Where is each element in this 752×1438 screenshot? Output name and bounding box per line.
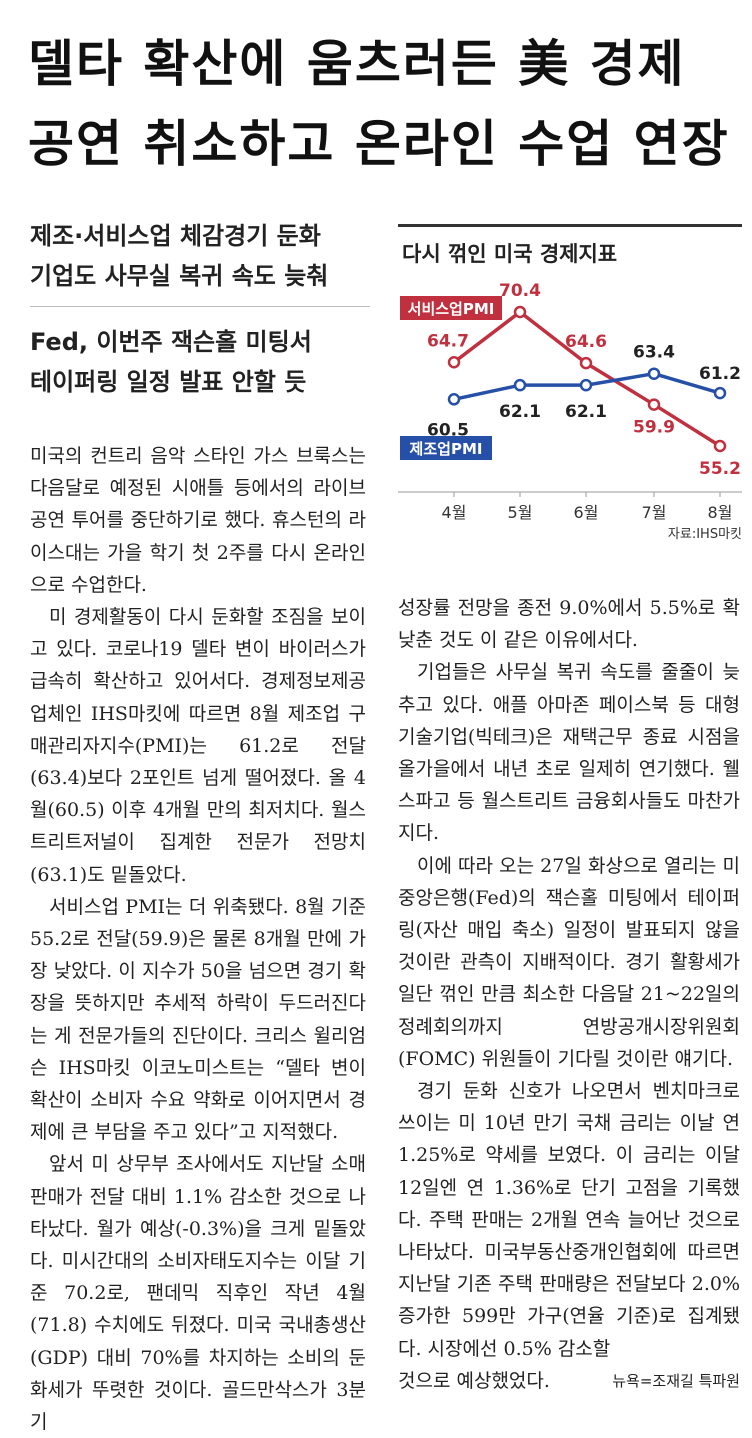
- data-point: [513, 305, 527, 319]
- paragraph: 성장률 전망을 종전 9.0%에서 5.5%로 확 낮춘 것도 이 같은 이유에…: [398, 597, 740, 652]
- subhead-1-line-2: 기업도 사무실 복귀 속도 늦춰: [30, 262, 329, 290]
- paragraph: 미 경제활동이 다시 둔화할 조짐을 보이고 있다. 코로나19 델타 변이 바…: [30, 606, 366, 886]
- subhead-2: Fed, 이번주 잭슨홀 미팅서 테이퍼링 일정 발표 안할 듯: [30, 322, 380, 402]
- paragraph: 기업들은 사무실 복귀 속도를 줄줄이 늦추고 있다. 애플 아마존 페이스북 …: [398, 661, 740, 845]
- chart-plot: 4월 5월 6월 7월 8월 64.7 70.4 64.6 59.9 55.2 60.5 62.1 62…: [398, 281, 742, 542]
- paragraph: 미국의 컨트리 음악 스타인 가스 브룩스는 다음달로 예정된 시애틀 등에서의…: [30, 445, 366, 596]
- data-label: 62.1: [565, 402, 607, 422]
- pmi-chart: 다시 꺾인 미국 경제지표 4월 5월 6월 7월 8월 64.7 70.4 64.6 59.9…: [398, 224, 742, 554]
- data-point: [713, 386, 727, 400]
- series-badge: [400, 296, 502, 320]
- data-label: 62.1: [499, 402, 541, 422]
- subhead-divider: [30, 306, 370, 307]
- headline-line-1: 델타 확산에 움츠러든 美 경제: [28, 35, 686, 93]
- series-badge-label: 제조업PMI: [410, 440, 483, 458]
- x-tick-label: 7월: [642, 503, 667, 522]
- subhead-2-line-1: Fed, 이번주 잭슨홀 미팅서: [30, 328, 312, 356]
- headline-line-2: 공연 취소하고 온라인 수업 연장: [28, 115, 730, 173]
- paragraph: 이에 따라 오는 27일 화상으로 열리는 미 중앙은행(Fed)의 잭슨홀 미…: [398, 854, 740, 1070]
- data-point: [513, 378, 527, 392]
- data-label: 61.2: [699, 364, 741, 384]
- headline: 델타 확산에 움츠러든 美 경제 공연 취소하고 온라인 수업 연장: [28, 24, 728, 184]
- data-point: [713, 439, 727, 453]
- data-label: 55.2: [699, 459, 741, 479]
- article-column-right: 성장률 전망을 종전 9.0%에서 5.5%로 확 낮춘 것도 이 같은 이유에…: [398, 592, 740, 1397]
- chart-source: 자료:IHS마킷: [668, 527, 742, 542]
- paragraph-end: 것으로 예상했었다.: [398, 1369, 550, 1392]
- x-tick-label: 4월: [442, 503, 467, 522]
- subhead-2-line-2: 테이퍼링 일정 발표 안할 듯: [30, 368, 307, 396]
- data-label: 59.9: [633, 418, 675, 438]
- data-point: [447, 356, 461, 369]
- chart-title: 다시 꺾인 미국 경제지표: [402, 242, 618, 266]
- data-label: 63.4: [633, 343, 675, 363]
- subhead-1-line-1: 제조·서비스업 체감경기 둔화: [30, 222, 321, 250]
- data-label: 64.6: [565, 332, 607, 352]
- x-tick-label: 8월: [708, 503, 733, 522]
- series-badge-label: 서비스업PMI: [408, 300, 495, 318]
- data-point: [579, 356, 593, 370]
- paragraph: 서비스업 PMI는 더 위축됐다. 8월 기준 55.2로 전달(59.9)은 …: [30, 895, 366, 1144]
- series-badge: [400, 436, 492, 460]
- chart-top-rule: [398, 224, 742, 227]
- data-label: 64.7: [427, 331, 469, 351]
- data-label: 60.5: [427, 420, 469, 440]
- closing-line: 것으로 예상했었다. 뉴욕=조재길 특파원: [398, 1365, 740, 1397]
- paragraph: 앞서 미 상무부 조사에서도 지난달 소매 판매가 전달 대비 1.1% 감소한…: [30, 1153, 366, 1434]
- data-point: [647, 367, 661, 380]
- x-tick-label: 5월: [508, 503, 533, 522]
- data-label: 70.4: [499, 281, 541, 301]
- x-tick-label: 6월: [574, 503, 599, 522]
- byline: 뉴욕=조재길 특파원: [612, 1371, 740, 1390]
- paragraph: 경기 둔화 신호가 나오면서 벤치마크로 쓰이는 미 10년 만기 국채 금리는…: [398, 1080, 740, 1360]
- data-point: [447, 393, 461, 406]
- article-column-left: 미국의 컨트리 음악 스타인 가스 브룩스는 다음달로 예정된 시애틀 등에서의…: [30, 440, 366, 1438]
- data-point: [579, 378, 593, 392]
- subhead-1: 제조·서비스업 체감경기 둔화 기업도 사무실 복귀 속도 늦춰: [30, 216, 380, 296]
- data-point: [647, 398, 661, 411]
